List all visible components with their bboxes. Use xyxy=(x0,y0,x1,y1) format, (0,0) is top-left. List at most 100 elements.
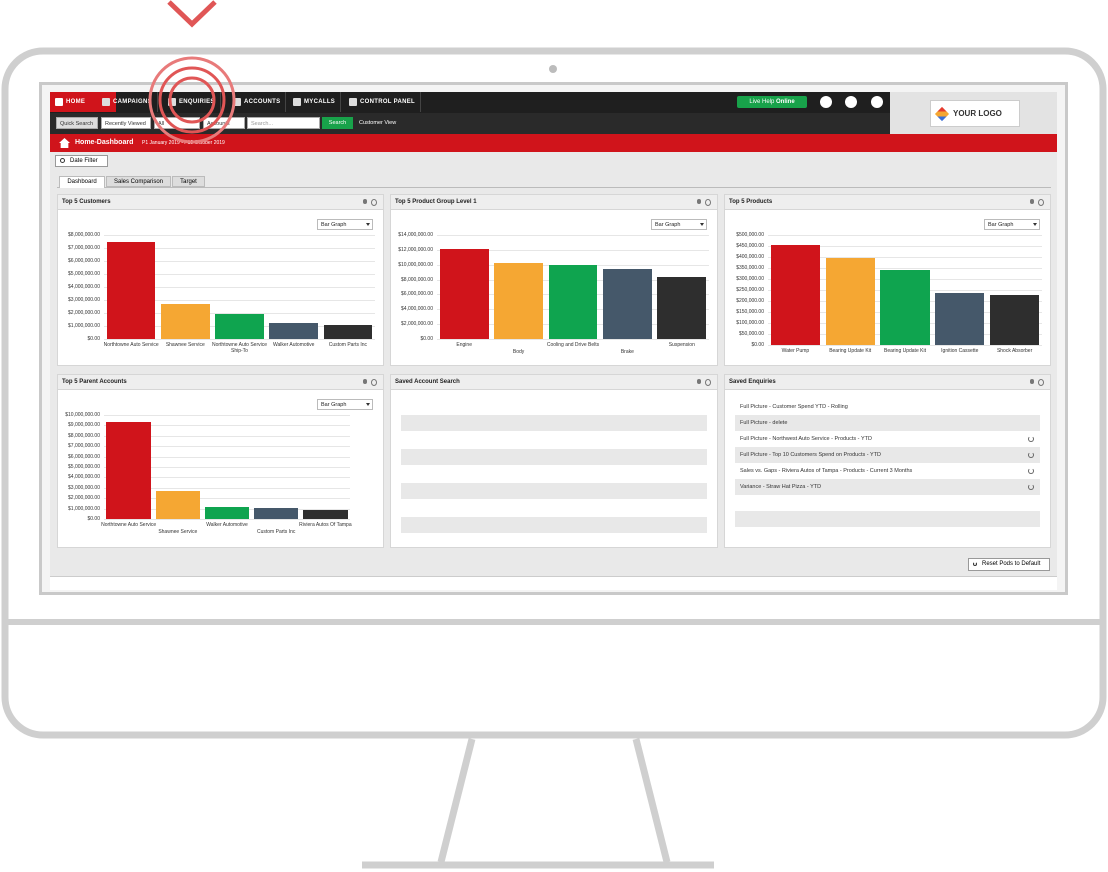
x-tick-label: Shock Absorber xyxy=(996,348,1033,354)
grid-line xyxy=(104,446,350,448)
pod-icons[interactable] xyxy=(363,198,379,206)
graph-type-select[interactable]: Bar Graph xyxy=(317,399,373,410)
help-icon[interactable] xyxy=(820,96,832,108)
grid-line xyxy=(768,268,1042,269)
grid-line xyxy=(104,235,375,236)
y-tick-label: $10,000,000.00 xyxy=(398,261,433,268)
grid-line xyxy=(104,313,375,314)
enquiry-item[interactable]: Variance - Straw Hat Pizza - YTD xyxy=(735,479,1040,495)
pod-title: Saved Account Search xyxy=(391,375,717,390)
recently-viewed-select[interactable]: Recently Viewed xyxy=(101,117,151,129)
x-tick-label: Custom Parts Inc xyxy=(257,529,296,535)
graph-type-select[interactable]: Bar Graph xyxy=(651,219,707,230)
enquiry-label: Variance - Straw Hat Pizza - YTD xyxy=(740,484,822,490)
grid-line xyxy=(104,300,375,301)
refresh-icon[interactable] xyxy=(1028,484,1034,490)
bar xyxy=(155,490,200,519)
footer xyxy=(50,576,1057,590)
y-tick-label: $8,000,000.00 xyxy=(68,232,100,238)
pod-icons[interactable] xyxy=(697,378,713,386)
grid-line xyxy=(104,425,350,427)
enquiry-item[interactable]: Sales vs. Gaps - Riviera Autos of Tampa … xyxy=(735,463,1040,479)
tab[interactable]: Sales Comparison xyxy=(106,176,171,187)
y-tick-label: $12,000,000.00 xyxy=(398,246,433,253)
y-tick-label: $200,000.00 xyxy=(736,298,764,304)
enquiry-item[interactable]: Full Picture - Top 10 Customers Spend on… xyxy=(735,447,1040,463)
empty-row xyxy=(401,415,707,431)
enquiry-item[interactable]: Full Picture - Customer Spend YTD - Roll… xyxy=(735,399,1040,415)
user-icon[interactable] xyxy=(845,96,857,108)
period: P1 January 2019 - P10 October 2019 xyxy=(142,140,225,146)
bar xyxy=(323,324,373,339)
nav-item[interactable]: ACCOUNTS xyxy=(228,92,287,112)
scope-select[interactable]: All xyxy=(154,117,200,129)
grid-line xyxy=(104,435,350,437)
bar xyxy=(989,295,1040,345)
chart-pod: Top 5 Product Group Level 1 Bar Graph $0… xyxy=(390,194,718,366)
y-tick-label: $5,000,000.00 xyxy=(68,271,100,277)
refresh-icon[interactable] xyxy=(1028,452,1034,458)
enquiry-item[interactable]: Full Picture - delete xyxy=(735,415,1040,431)
bar xyxy=(880,269,930,345)
tab[interactable]: Dashboard xyxy=(59,176,105,188)
grid-line xyxy=(437,264,709,266)
grid-line xyxy=(768,257,1042,258)
y-tick-label: $3,000,000.00 xyxy=(68,297,100,303)
bar xyxy=(204,507,250,519)
refresh-icon[interactable] xyxy=(1028,468,1034,474)
pod-title: Top 5 Product Group Level 1 xyxy=(391,195,717,210)
bar xyxy=(935,293,985,345)
pod-icons[interactable] xyxy=(697,198,713,206)
enquiry-item[interactable]: Full Picture - Northwest Auto Service - … xyxy=(735,431,1040,447)
page-title: Home-Dashboard xyxy=(75,139,134,146)
pod-icons[interactable] xyxy=(1030,198,1046,206)
tab-rule xyxy=(57,187,1051,188)
pod-icons[interactable] xyxy=(363,378,379,386)
y-tick-label: $4,000,000.00 xyxy=(401,306,433,313)
search-input[interactable]: Search... xyxy=(247,117,320,129)
live-help-button[interactable]: Live Help Online xyxy=(737,96,807,108)
type-select[interactable]: Accounts xyxy=(203,117,245,129)
y-tick-label: $2,000,000.00 xyxy=(68,495,100,502)
grid-line xyxy=(104,261,375,262)
home-icon xyxy=(59,138,70,148)
pod-icons[interactable] xyxy=(1030,378,1046,386)
search-button[interactable]: Search xyxy=(322,117,353,129)
bar xyxy=(106,422,151,519)
date-filter-button[interactable]: Date Filter xyxy=(55,155,108,167)
y-tick-label: $8,000,000.00 xyxy=(68,432,100,439)
graph-type-select[interactable]: Bar Graph xyxy=(984,219,1040,230)
x-tick-label: Cooling and Drive Belts xyxy=(546,342,600,348)
y-tick-label: $4,000,000.00 xyxy=(68,474,100,481)
x-tick-label: Riviera Autos Of Tampa xyxy=(299,522,352,528)
x-tick-label: Walker Automotive xyxy=(206,522,248,528)
grid-line xyxy=(104,248,375,249)
logout-icon[interactable] xyxy=(871,96,883,108)
nav-item[interactable]: MYCALLS xyxy=(288,92,342,112)
x-tick-label: Engine xyxy=(456,342,472,348)
home-tab[interactable]: HOME xyxy=(50,92,116,112)
x-tick-label: Custom Parts Inc xyxy=(328,342,368,348)
refresh-icon[interactable] xyxy=(1028,436,1034,442)
y-tick-label: $150,000.00 xyxy=(736,309,764,315)
nav-item[interactable]: ENQUIRIES xyxy=(163,92,221,112)
nav-item[interactable]: CONTROL PANEL xyxy=(344,92,422,112)
x-tick-label: Northtowne Auto Service Ship-To xyxy=(211,342,267,354)
live-status: Online xyxy=(776,99,795,105)
nav-item[interactable]: CAMPAIGNS xyxy=(97,92,158,112)
y-tick-label: $7,000,000.00 xyxy=(68,245,100,251)
graph-type-select[interactable]: Bar Graph xyxy=(317,219,373,230)
customer-view[interactable]: Customer View xyxy=(359,120,397,126)
x-tick-label: Shawnee Service xyxy=(158,529,198,535)
reset-pods-button[interactable]: Reset Pods to Default xyxy=(968,558,1050,571)
quick-search[interactable]: Quick Search xyxy=(56,117,98,129)
tab[interactable]: Target xyxy=(172,176,205,187)
y-tick-label: $0.00 xyxy=(751,342,764,348)
y-tick-label: $2,000,000.00 xyxy=(401,321,433,328)
y-tick-label: $8,000,000.00 xyxy=(401,276,433,283)
grid-line xyxy=(104,415,350,416)
bar xyxy=(106,241,156,339)
x-tick-label: Shawnee Service xyxy=(165,342,205,348)
chart-pod: Top 5 Customers Bar Graph $0.00 $1,000,00… xyxy=(57,194,384,366)
empty-row xyxy=(401,449,707,465)
